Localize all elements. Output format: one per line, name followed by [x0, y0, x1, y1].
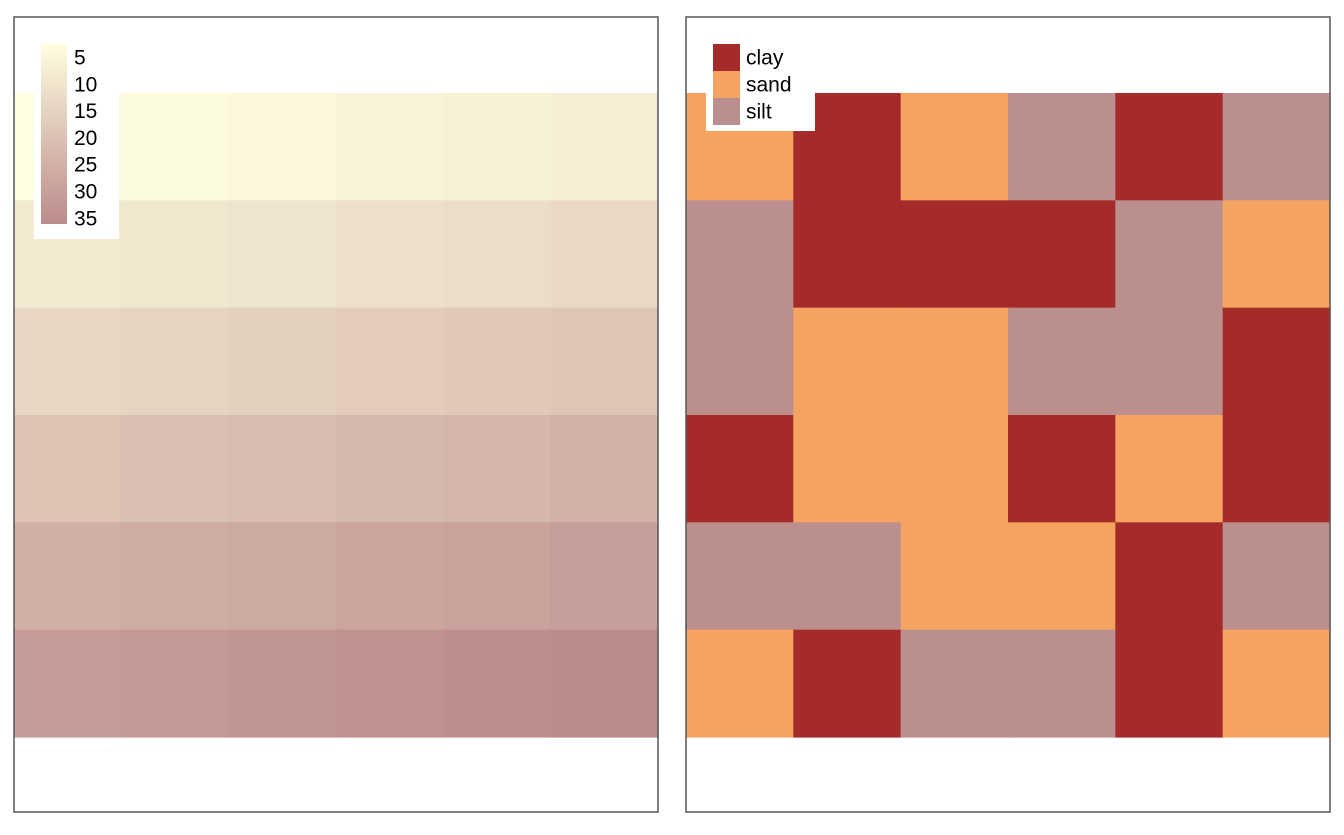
legend-label-clay: clay [746, 47, 784, 70]
heatmap-cell-silt [1008, 307, 1116, 416]
heatmap-cell-sand [686, 629, 794, 738]
heatmap-cell [121, 415, 230, 523]
heatmap-cell [228, 200, 337, 309]
heatmap-cell-clay [793, 200, 902, 309]
heatmap-cell-clay [1115, 629, 1224, 738]
colorbar-tick-label: 25 [74, 154, 97, 177]
colorbar-tick-label: 10 [74, 73, 97, 96]
heatmap-cell [336, 93, 444, 201]
heatmap-cell-sand [793, 415, 902, 523]
colorbar-tick-label: 30 [74, 181, 97, 204]
heatmap-cell [443, 629, 552, 738]
heatmap-cell [336, 629, 444, 738]
heatmap-cell-silt [1222, 522, 1331, 631]
heatmap-cell-sand [900, 522, 1009, 631]
plot-frame [13, 16, 659, 813]
heatmap-cell-sand [900, 93, 1009, 201]
heatmap-cell [14, 307, 122, 416]
heatmap-cell-sand [793, 307, 902, 416]
heatmap-cell [121, 200, 230, 309]
heatmap-cell-clay [1222, 307, 1331, 416]
heatmap-cell [336, 307, 444, 416]
heatmap-cell [443, 200, 552, 309]
heatmap-cell [228, 93, 337, 201]
heatmap-cell [14, 415, 122, 523]
heatmap-cell [121, 307, 230, 416]
heatmap-cell-sand [1008, 522, 1116, 631]
heatmap-cell [550, 415, 659, 523]
colorbar-tick-label: 35 [74, 207, 97, 230]
legend-label-silt: silt [746, 101, 772, 124]
heatmap-cell-silt [1115, 200, 1224, 309]
heatmap-cell-silt [1008, 629, 1116, 738]
heatmap-cell-silt [1008, 93, 1116, 201]
heatmap-cell-clay [686, 415, 794, 523]
continuous-heatmap-panel: 5 10 15 20 25 30 35 [13, 16, 659, 813]
heatmap-cell-silt [686, 522, 794, 631]
colorbar-tick-label: 15 [74, 100, 97, 123]
colorbar-tick-label: 20 [74, 127, 97, 150]
colorbar-gradient [41, 44, 67, 224]
heatmap-cell [14, 629, 122, 738]
heatmap-cell-silt [793, 522, 902, 631]
plot-frame [685, 16, 1331, 813]
heatmap-cell [550, 307, 659, 416]
legend-swatch-sand [713, 71, 740, 98]
heatmap-cell-sand [900, 415, 1009, 523]
heatmap-cell-sand [900, 307, 1009, 416]
heatmap-cell-silt [900, 629, 1009, 738]
heatmap-cell [228, 629, 337, 738]
heatmap-cell-clay [1008, 415, 1116, 523]
legend-swatch-silt [713, 98, 740, 125]
heatmap-cell [550, 93, 659, 201]
heatmap-cell-silt [1222, 93, 1331, 201]
categorical-legend: clay sand silt [706, 38, 815, 131]
heatmap-cell [443, 415, 552, 523]
heatmap-cell [443, 307, 552, 416]
heatmap-cell-clay [1222, 415, 1331, 523]
heatmap-cell-sand [1115, 415, 1224, 523]
heatmap-cell-sand [1222, 200, 1331, 309]
heatmap-cell [121, 629, 230, 738]
heatmap-cell [14, 522, 122, 631]
heatmap-cell [336, 415, 444, 523]
heatmap-cell-clay [900, 200, 1009, 309]
heatmap-cell [228, 415, 337, 523]
heatmap-cell [550, 522, 659, 631]
heatmap-cell [121, 522, 230, 631]
heatmap-cell [228, 307, 337, 416]
categorical-heatmap-panel: clay sand silt [685, 16, 1331, 813]
heatmap-cell [443, 93, 552, 201]
heatmap-cell-clay [1115, 93, 1224, 201]
heatmap-cell-sand [1222, 629, 1331, 738]
heatmap-cell-clay [1115, 522, 1224, 631]
heatmap-cell [121, 93, 230, 201]
heatmap-cell [443, 522, 552, 631]
heatmap-cell-silt [1115, 307, 1224, 416]
heatmap-cell [336, 522, 444, 631]
heatmap-cell [550, 629, 659, 738]
colorbar-legend: 5 10 15 20 25 30 35 [34, 38, 119, 239]
heatmap-cell [228, 522, 337, 631]
legend-swatch-clay [713, 44, 740, 71]
colorbar-tick-label: 5 [74, 47, 86, 70]
heatmap-cell [550, 200, 659, 309]
heatmap-cell-clay [793, 629, 902, 738]
heatmap-cell-silt [686, 307, 794, 416]
legend-label-sand: sand [746, 74, 792, 97]
heatmap-cell-clay [1008, 200, 1116, 309]
heatmap-cell [336, 200, 444, 309]
heatmap-cell-silt [686, 200, 794, 309]
